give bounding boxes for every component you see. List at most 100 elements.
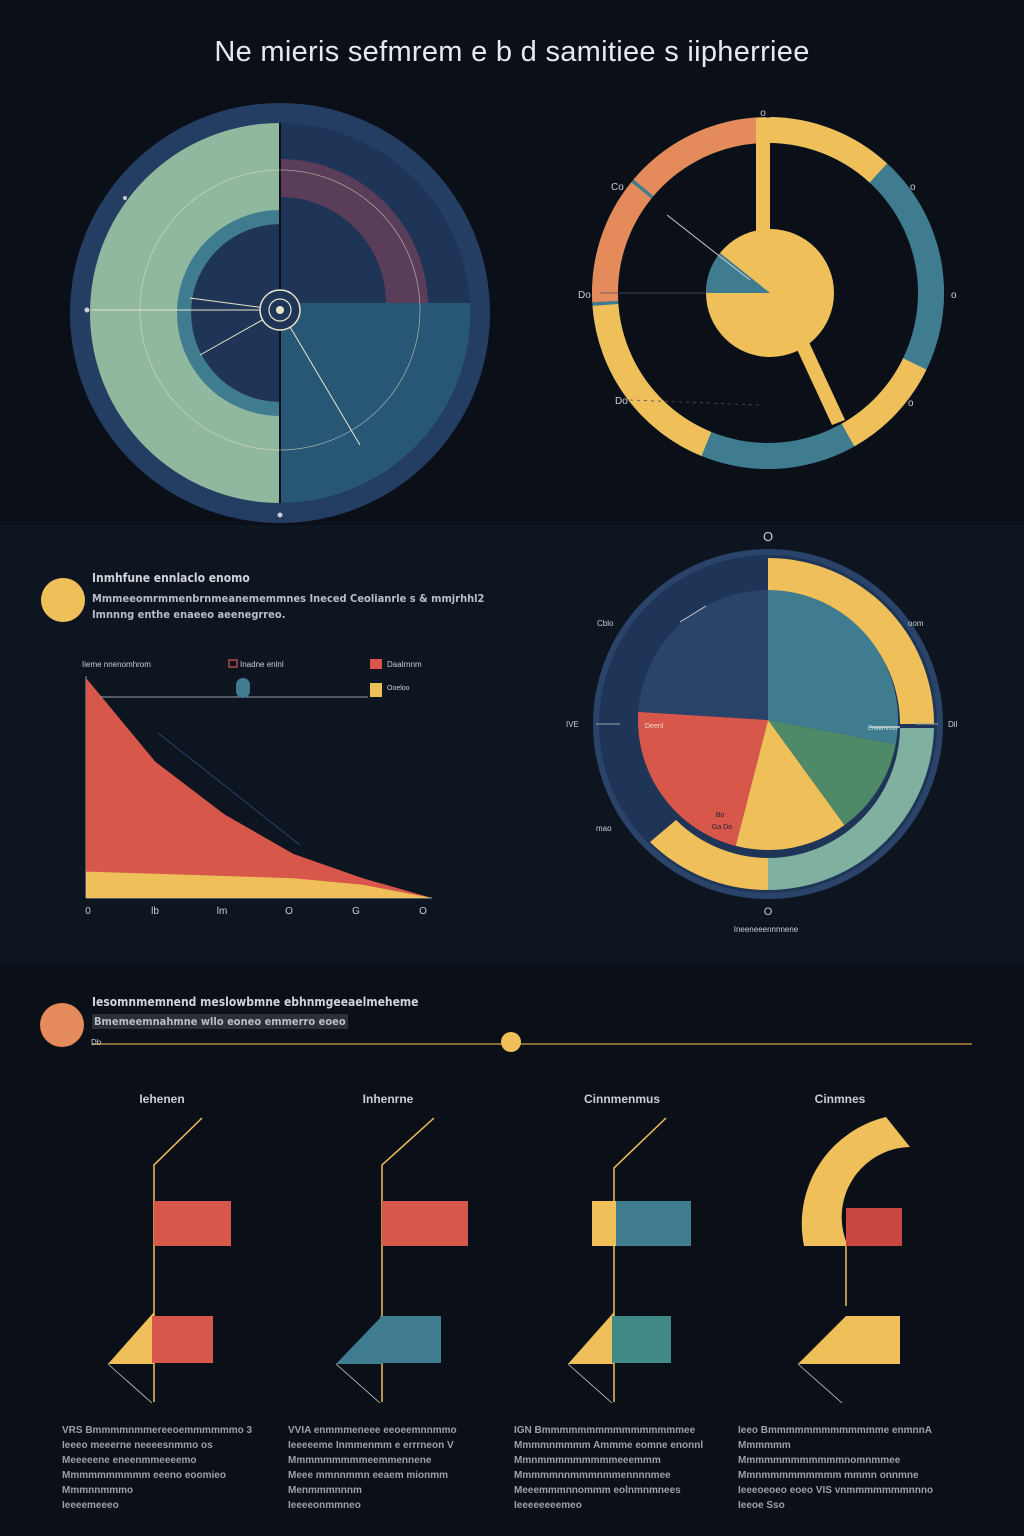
foot-line: VVIA enmmmeneee eeoeemnnmmo	[288, 1425, 457, 1436]
donut-segment	[592, 182, 652, 303]
mr-label-left: IVE	[566, 720, 579, 729]
column-label-2: Inhenrne	[362, 1092, 414, 1106]
column-foot-2: VVIA enmmmeneee eeoeemnnmmo Ieeeeeme Inm…	[288, 1423, 488, 1513]
mid-left-heading: Inmhfune ennlaclo enomo	[92, 571, 250, 585]
pie-slice	[735, 720, 845, 850]
top-right-donut-chart	[592, 117, 945, 469]
foot-line: Ieeeeeme Inmmenmm e errrneon V	[288, 1440, 454, 1451]
mid-left-line-2: Imnnng enthe enaeeo aeenegrreo.	[92, 608, 286, 621]
area-legend-item-3: Ooeloo	[387, 685, 410, 692]
pie-slice	[638, 590, 768, 720]
foot-line: Mmmnnmmmo	[62, 1485, 134, 1496]
glyph-2-bar-bottom	[380, 1316, 441, 1363]
foot-line: Mmmmmmmmmm eeeno eoomieo	[62, 1470, 226, 1481]
glyph-4-bar-bottom	[798, 1316, 900, 1364]
donut-segments	[592, 117, 945, 469]
mr-inner-yellow-1: Bo	[716, 812, 725, 819]
teal-quadrant	[280, 303, 471, 504]
center-half-disc	[191, 224, 280, 402]
donut-segment	[592, 303, 712, 456]
column-label-4: Cinmnes	[814, 1092, 866, 1106]
tr-label-upper-left: Co	[611, 182, 624, 193]
foot-line: Ieeoe Sso	[738, 1500, 785, 1511]
glyph-1-bar-bottom	[152, 1316, 213, 1363]
tr-label-lower-right: o	[908, 398, 914, 409]
glyph-3-bar-top	[616, 1201, 691, 1246]
donut-segment	[871, 165, 945, 367]
glyph-2-bar-top	[382, 1201, 468, 1246]
foot-line: Mmmmmmmmmeemmennene	[288, 1455, 432, 1466]
x-tick-label: lm	[217, 906, 228, 917]
teal-inner-ring	[177, 210, 280, 416]
tr-label-right: o	[951, 290, 957, 301]
legend-marker-blue	[236, 678, 250, 698]
yellow-arc-outer	[768, 558, 934, 724]
foot-line: Meeeeene eneenmmeeeemo	[62, 1455, 197, 1466]
area-legend-item-1: Inadne enlnl	[240, 660, 284, 669]
pie-slice	[768, 720, 896, 826]
timeline-marker	[501, 1032, 521, 1052]
timeline-axis-label: Db	[91, 1038, 102, 1047]
column-label-3: Cinnmenmus	[583, 1092, 660, 1106]
bottom-legend-dot	[40, 1003, 84, 1047]
foot-line: Ieeo Bmmmmmmmmmmmmme enmnnA	[738, 1425, 932, 1436]
mr-bottom-caption: Ineeneeennnnene	[734, 925, 799, 934]
x-tick-labels: 0 lb lm O G O	[85, 906, 427, 917]
column-foot-3: IGN Bmmmmmmmmmmmmmmmmee Mmmmnmmmm Ammme …	[514, 1423, 714, 1513]
x-tick-label: O	[419, 906, 427, 917]
foot-line: Ieeeo meeerne neeeesnmmo os	[62, 1440, 213, 1451]
bottom-subheading: Bmemeemnahmne wllo eoneo emmerro eoeo	[92, 1014, 348, 1029]
mr-label-top: O	[763, 529, 773, 544]
teal-wedge	[706, 253, 770, 293]
page-title: Ne mieris sefmrem e b d samitiee s iiphe…	[214, 36, 810, 68]
foot-line: Ieeeoeoeo eoeo VIS vnmmmmmmmnnno	[738, 1485, 934, 1496]
foot-line: Ieeeeonmmneo	[288, 1500, 361, 1511]
diagonal-spoke	[795, 340, 845, 425]
glyph-1	[107, 1117, 231, 1404]
column-label-1: Iehenen	[139, 1092, 185, 1106]
foot-line: Ieeeemeeeo	[62, 1500, 119, 1511]
x-tick-label: G	[352, 906, 360, 917]
foot-line: Menmmmnnnm	[288, 1485, 362, 1496]
foot-line: Ieeeeeeeemeo	[514, 1500, 582, 1511]
area-legend-left: Iieme nnenomhrom	[82, 660, 151, 669]
bottom-timeline	[92, 1032, 972, 1052]
mid-left-line-1: Mmmeeomrmmenbrnmeanememmnes Ineced Ceoli…	[92, 592, 485, 605]
mr-label-upper-right: oom	[908, 619, 924, 628]
mid-left-legend-dot	[41, 578, 85, 622]
tr-label-upper-right: o	[910, 182, 916, 193]
foot-line: VRS Bmmmmnmmereeoemmmmmmo 3	[62, 1425, 253, 1436]
mr-label-lower-left: mao	[596, 824, 612, 833]
glyph-3-bar-bottom	[612, 1316, 671, 1363]
area-series-yellow	[86, 871, 432, 898]
foot-line: Mmmmnmmmm Ammme eomne enonnl	[514, 1440, 704, 1451]
pie-slices	[638, 590, 898, 850]
mr-label-bottom: O	[764, 906, 773, 918]
tr-label-lower-left: Do	[615, 396, 628, 407]
area-chart: 0 lb lm O G O	[85, 659, 432, 917]
donut-segment	[704, 425, 852, 469]
sage-arc-outer	[768, 728, 934, 890]
tr-label-left: Do	[578, 290, 591, 301]
x-tick-label: O	[285, 906, 293, 917]
mr-inner-teal-label: Eneemnoo	[868, 726, 898, 732]
foot-line: IGN Bmmmmmmmmmmmmmmmmee	[514, 1425, 696, 1436]
x-tick-label: lb	[151, 906, 159, 917]
glyph-2	[335, 1117, 468, 1404]
x-tick-label: 0	[85, 906, 91, 917]
mr-inner-red-label: Deenl	[645, 723, 664, 730]
mr-label-upper-left: Cblo	[597, 619, 614, 628]
donut-segment	[841, 358, 927, 447]
pie-slice	[768, 590, 898, 745]
donut-segment	[633, 117, 767, 197]
glyph-1-bar-top	[154, 1201, 231, 1246]
glyph-4-bar-top	[846, 1208, 902, 1246]
column-foot-4: Ieeo Bmmmmmmmmmmmmme enmnnA Mmmmmm Mmmmm…	[738, 1423, 938, 1513]
foot-line: Mmmmmm Mmmmmmmmmmmmnomnmmee	[738, 1440, 901, 1466]
foot-line: Mmnmmmmmmmmmeeemmm	[514, 1455, 661, 1466]
mid-right-pie-chart	[593, 549, 943, 899]
bottom-heading: Iesomnmemnend meslowbmne ebhnmgeeaelmehe…	[92, 995, 419, 1009]
tr-label-top: o	[760, 108, 766, 119]
glyph-4	[797, 1117, 910, 1404]
